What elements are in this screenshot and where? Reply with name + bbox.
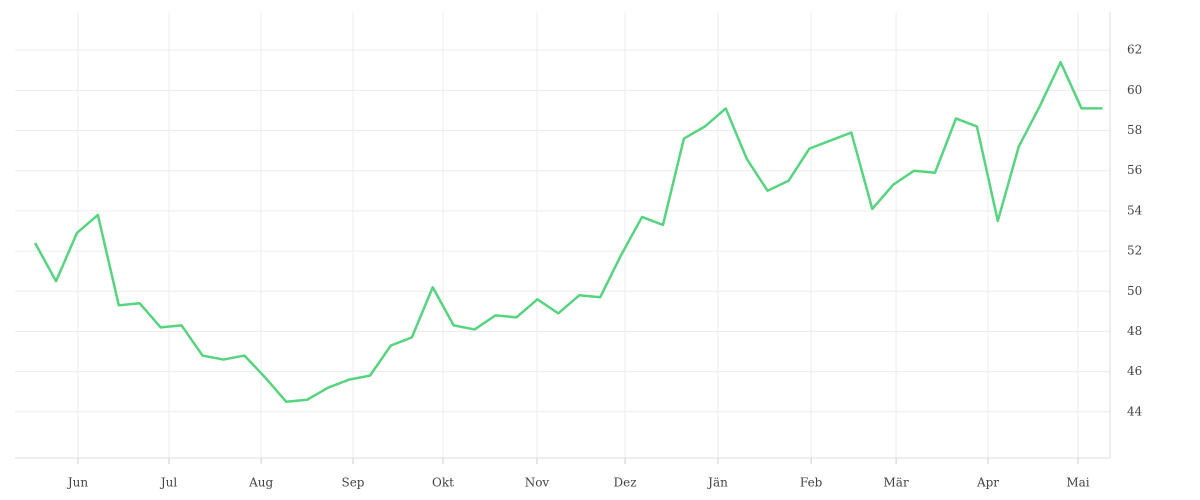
y-tick-label: 46 [1127,364,1142,378]
data-line [33,60,1103,403]
x-tick-label: Sep [341,476,364,490]
y-tick-label: 58 [1127,123,1142,137]
x-tick-label: Jun [66,476,89,490]
x-tick-label: Jul [159,476,178,490]
y-tick-label: 54 [1127,203,1143,217]
x-tick-label: Nov [525,476,550,490]
y-tick-label: 50 [1127,284,1142,298]
x-tick-label: Aug [248,476,273,490]
x-tick-label: Mai [1066,476,1089,490]
y-tick-label: 62 [1127,43,1142,57]
x-tick-label: Apr [976,476,999,490]
x-tick-label: Mär [884,476,909,490]
x-tick-label: Feb [800,476,823,490]
y-tick-label: 44 [1127,404,1143,418]
x-tick-label: Jän [706,476,728,490]
y-tick-label: 60 [1127,83,1142,97]
x-tick-label: Okt [432,476,454,490]
y-tick-label: 48 [1127,324,1142,338]
x-tick-label: Dez [614,476,637,490]
y-tick-label: 56 [1127,163,1142,177]
y-tick-label: 52 [1127,244,1142,258]
